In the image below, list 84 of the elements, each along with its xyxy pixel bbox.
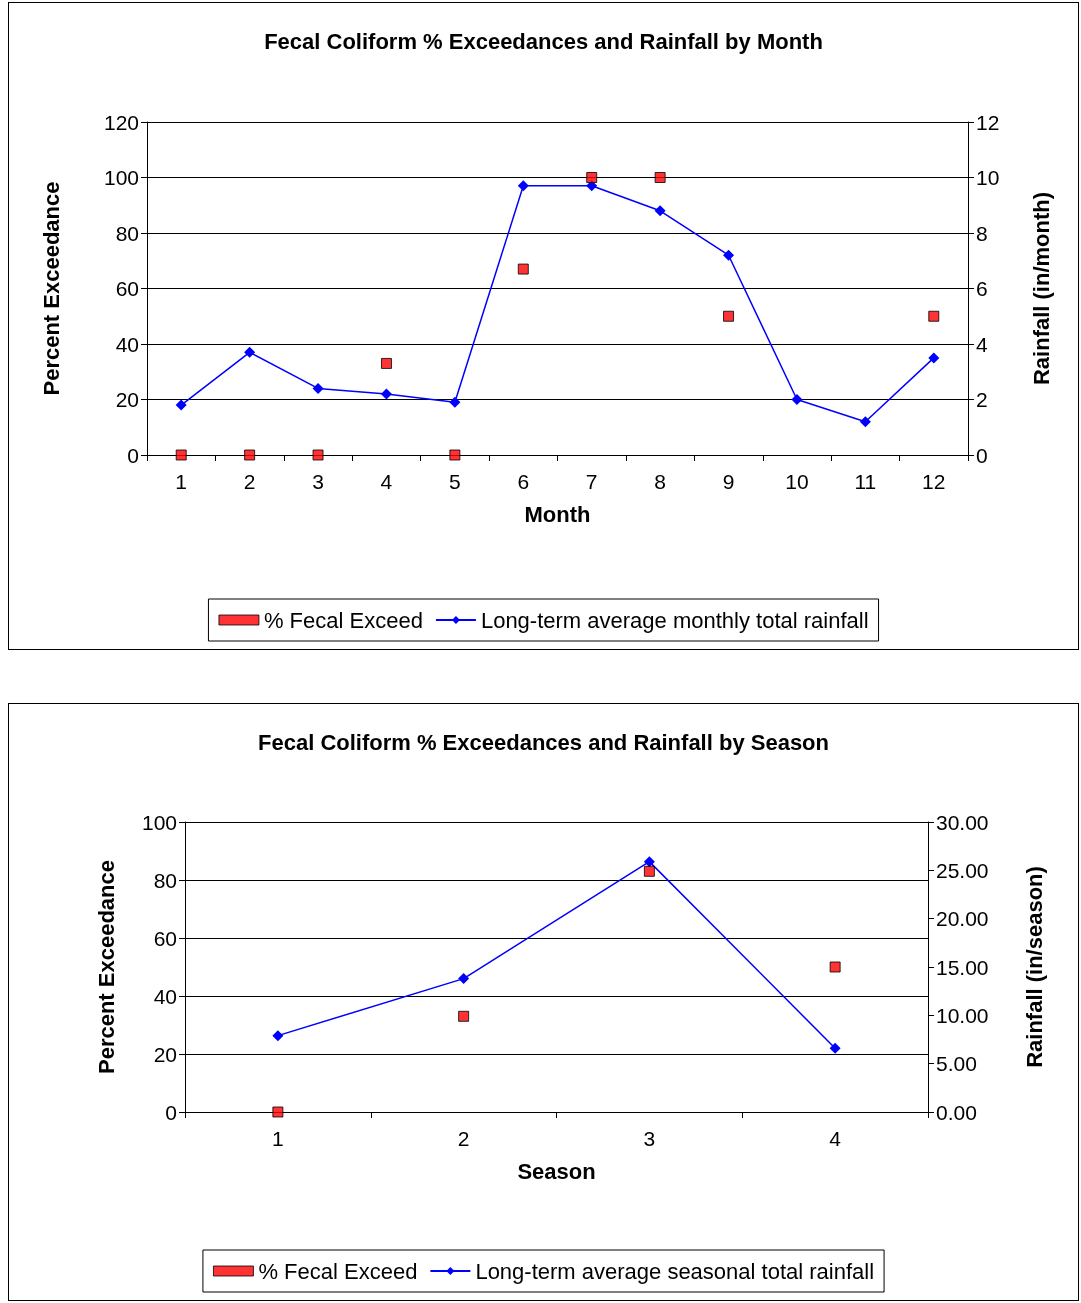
point: [654, 172, 666, 183]
legend-label: % Fecal Exceed: [258, 1258, 418, 1284]
y-tick-label: 100: [141, 810, 177, 834]
y2-tick-label: 10: [976, 166, 1000, 189]
y2-tick-label: 15.00: [936, 955, 989, 979]
y-axis-title: Percent Exceedance: [93, 859, 119, 1075]
y-tick-label: 20: [115, 388, 139, 411]
point: [272, 1030, 284, 1042]
point: [175, 449, 187, 461]
y-tick-label: 120: [103, 110, 139, 134]
legend-label: % Fecal Exceed: [263, 607, 423, 633]
chart-title: Fecal Coliform % Exceedances and Rainfall by Month: [264, 28, 823, 54]
y2-tick-label: 20.00: [936, 907, 989, 931]
y2-tick-label: 6: [976, 277, 988, 300]
y2-tick-label: 5.00: [936, 1052, 977, 1076]
x-tick-label: 1: [175, 470, 188, 493]
y2-tick-label: 10.00: [936, 1003, 989, 1027]
x-tick-label: 10: [785, 470, 809, 493]
point: [723, 310, 735, 322]
y-tick-label: 80: [115, 221, 139, 245]
point: [829, 961, 841, 973]
y2-tick-label: 4: [976, 332, 988, 356]
point: [928, 352, 940, 364]
y-tick-label: 20: [153, 1042, 177, 1066]
x-tick-label: 6: [517, 470, 530, 493]
point: [586, 172, 598, 183]
y-tick-label: 40: [115, 332, 139, 356]
point: [458, 1010, 470, 1022]
legend-label: Long-term average seasonal total rainfall: [475, 1258, 875, 1284]
y2-tick-label: 12: [976, 110, 1000, 134]
y-tick-label: 60: [153, 926, 177, 950]
point: [449, 449, 461, 461]
y2-axis-title: Rainfall (in/month): [1028, 191, 1054, 386]
y2-axis-title: Rainfall (in/season): [1021, 866, 1047, 1068]
point: [449, 396, 461, 408]
y-tick-label: 40: [153, 984, 177, 1008]
x-tick-label: 3: [312, 470, 324, 493]
x-tick-label: 2: [457, 1127, 470, 1150]
chart-title: Fecal Coliform % Exceedances and Rainfall by Season: [258, 729, 829, 755]
point: [928, 310, 940, 322]
x-tick-label: 5: [449, 470, 461, 493]
y-tick-label: 0: [165, 1100, 177, 1124]
x-tick-label: 4: [380, 470, 393, 493]
point: [458, 973, 470, 985]
point: [723, 249, 735, 261]
y2-tick-label: 8: [976, 221, 988, 245]
y2-tick-label: 0.00: [936, 1100, 977, 1124]
x-axis-title: Season: [517, 1158, 596, 1184]
y-tick-label: 100: [103, 166, 139, 189]
point: [791, 394, 803, 405]
point: [643, 856, 655, 868]
x-tick-label: 11: [854, 470, 877, 493]
point: [244, 346, 256, 358]
x-tick-label: 7: [585, 470, 598, 493]
y2-tick-label: 30.00: [936, 810, 989, 834]
point: [244, 449, 256, 461]
point: [829, 1042, 841, 1054]
x-tick-label: 12: [922, 470, 946, 493]
x-tick-label: 2: [243, 470, 256, 493]
point: [175, 399, 187, 411]
point: [272, 1106, 284, 1118]
y-axis-title: Percent Exceedance: [38, 181, 64, 396]
x-tick-label: 3: [643, 1127, 656, 1150]
legend-label: Long-term average monthly total rainfall: [480, 607, 869, 633]
point: [654, 205, 666, 217]
x-axis-title: Month: [524, 501, 591, 527]
point: [517, 263, 529, 275]
point: [517, 180, 529, 192]
y2-tick-label: 2: [976, 388, 988, 411]
y-tick-label: 0: [127, 443, 139, 467]
point: [380, 388, 392, 400]
y2-tick-label: 25.00: [936, 858, 989, 882]
point: [380, 357, 392, 369]
x-tick-label: 9: [722, 470, 735, 493]
y2-tick-label: 0: [976, 443, 988, 467]
point: [312, 382, 324, 394]
y-tick-label: 80: [153, 868, 177, 892]
x-tick-label: 4: [829, 1127, 842, 1150]
x-tick-label: 1: [272, 1127, 284, 1150]
y-tick-label: 60: [115, 277, 139, 300]
point: [643, 865, 655, 877]
point: [312, 449, 324, 461]
x-tick-label: 8: [654, 470, 666, 493]
point: [859, 416, 871, 428]
